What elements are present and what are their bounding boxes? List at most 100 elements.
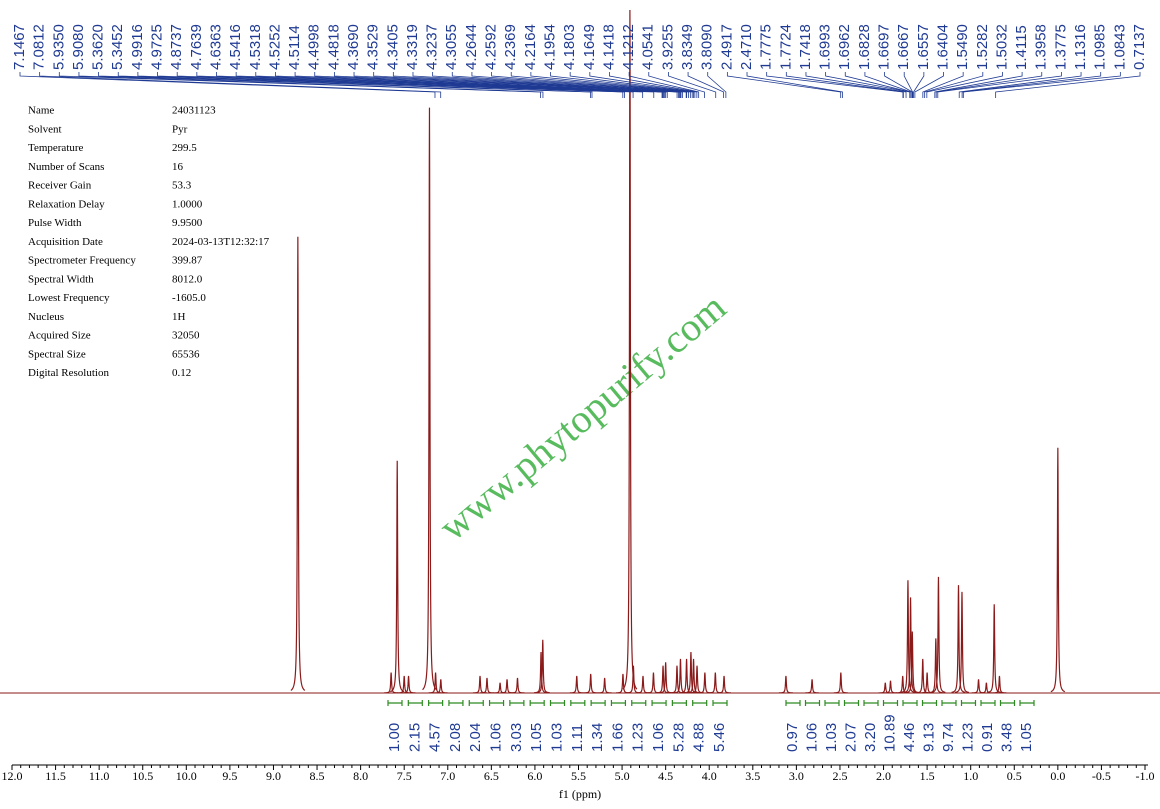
integral-bracket bbox=[468, 700, 484, 706]
peak-label: 3.8090 bbox=[699, 24, 716, 70]
peak-label: 1.6828 bbox=[856, 24, 873, 70]
peak-label: 4.3055 bbox=[443, 24, 460, 70]
x-tick-label: 4.5 bbox=[658, 769, 673, 783]
integral-bracket bbox=[570, 700, 586, 706]
peak-connector bbox=[934, 72, 1023, 98]
peak-label: 4.8737 bbox=[168, 24, 185, 70]
integral-label: 1.23 bbox=[959, 723, 976, 752]
peak-connector bbox=[914, 72, 944, 98]
peak-connector bbox=[530, 72, 691, 98]
param-value: 0.12 bbox=[172, 367, 191, 379]
param-name: Acquired Size bbox=[28, 330, 91, 342]
peak-connector bbox=[589, 72, 696, 98]
peak bbox=[658, 662, 673, 694]
integral-label: 3.48 bbox=[998, 723, 1015, 752]
peak-connector bbox=[913, 72, 925, 98]
integral-bracket bbox=[804, 700, 821, 706]
integral-bracket bbox=[999, 700, 1016, 706]
peak-connector bbox=[432, 72, 682, 98]
peak-connector bbox=[609, 72, 698, 98]
peak-label: 5.9080 bbox=[70, 24, 87, 70]
peak bbox=[646, 672, 661, 694]
x-tick-label: 3.5 bbox=[745, 769, 760, 783]
peak-label: 4.5318 bbox=[247, 24, 264, 70]
peak-connector bbox=[937, 72, 1062, 98]
peak-label: 4.3319 bbox=[404, 24, 421, 70]
peak bbox=[833, 672, 848, 694]
peak-label: 4.3529 bbox=[365, 24, 382, 70]
peak-connector bbox=[628, 72, 700, 98]
peak-connector bbox=[569, 72, 694, 98]
param-value: 65536 bbox=[172, 348, 200, 360]
peak-label: 5.9350 bbox=[50, 24, 67, 70]
peak-label: 1.7724 bbox=[777, 24, 794, 70]
peak-label: 5.3452 bbox=[109, 24, 126, 70]
peak bbox=[479, 677, 494, 694]
x-axis-title: f1 (ppm) bbox=[559, 787, 601, 801]
peak-label: 4.4998 bbox=[306, 24, 323, 70]
x-tick-label: 1.5 bbox=[920, 769, 935, 783]
param-name: Relaxation Delay bbox=[28, 198, 105, 210]
param-value: 299.5 bbox=[172, 142, 197, 154]
x-tick-label: 0.5 bbox=[1007, 769, 1022, 783]
integral-label: 1.05 bbox=[528, 723, 545, 752]
peak-label: 4.4818 bbox=[325, 24, 342, 70]
integral-bracket bbox=[631, 700, 647, 706]
integral-bracket bbox=[785, 700, 801, 706]
peak-connector bbox=[668, 72, 717, 98]
peak-connector bbox=[805, 72, 907, 98]
x-tick-label: 8.0 bbox=[353, 769, 368, 783]
integral-bracket bbox=[448, 700, 464, 706]
param-name: Temperature bbox=[28, 142, 84, 154]
param-name: Spectrometer Frequency bbox=[28, 255, 136, 267]
peak-label: 4.0541 bbox=[640, 24, 657, 70]
peak bbox=[805, 679, 820, 694]
peak-label: 1.7775 bbox=[758, 24, 775, 70]
peak-label: 1.5282 bbox=[974, 24, 991, 70]
peak bbox=[615, 673, 630, 694]
integral-bracket bbox=[863, 700, 879, 706]
integral-label: 1.03 bbox=[548, 723, 565, 752]
peak-label: 1.7418 bbox=[797, 24, 814, 70]
integral-bracket bbox=[671, 700, 687, 706]
peak bbox=[636, 675, 650, 694]
peak-label: 4.2592 bbox=[483, 24, 500, 70]
peak-label: 4.1418 bbox=[600, 24, 617, 70]
peak-label: 7.1467 bbox=[11, 24, 28, 70]
peak bbox=[708, 672, 723, 694]
x-tick-label: 5.0 bbox=[615, 769, 630, 783]
peak bbox=[401, 675, 416, 694]
param-value: -1605.0 bbox=[172, 292, 206, 304]
peak-label: 4.9916 bbox=[129, 24, 146, 70]
peak-connector bbox=[392, 72, 680, 98]
integral-bracket bbox=[902, 700, 918, 706]
integral-label: 4.46 bbox=[901, 723, 918, 752]
integral-bracket bbox=[488, 700, 505, 706]
integral-bracket bbox=[651, 700, 667, 706]
param-value: 1.0000 bbox=[172, 198, 203, 210]
peak bbox=[473, 675, 487, 694]
peak-label: 4.2164 bbox=[522, 24, 539, 70]
x-tick-label: 0.0 bbox=[1050, 769, 1065, 783]
integral-label: 1.23 bbox=[630, 723, 647, 752]
integral-label: 2.15 bbox=[406, 723, 423, 752]
peak-label: 4.1954 bbox=[541, 24, 558, 70]
x-tick-label: 12.0 bbox=[2, 769, 23, 783]
integral-label: 1.00 bbox=[386, 723, 403, 752]
x-tick-label: -1.0 bbox=[1136, 769, 1155, 783]
integral-label: 1.03 bbox=[823, 723, 840, 752]
peak bbox=[992, 675, 1007, 694]
peak-label: 1.6557 bbox=[915, 24, 932, 70]
peak-label: 4.5252 bbox=[266, 24, 283, 70]
peak-label: 0.7137 bbox=[1131, 24, 1148, 70]
param-value: 8012.0 bbox=[172, 273, 203, 285]
integral-bracket bbox=[529, 700, 545, 706]
peak bbox=[397, 675, 412, 694]
integral-label: 1.06 bbox=[488, 723, 505, 752]
peak bbox=[500, 679, 515, 694]
peak bbox=[422, 107, 437, 691]
param-name: Spectral Width bbox=[28, 273, 94, 285]
peak-connector bbox=[216, 72, 655, 98]
peak bbox=[433, 679, 448, 694]
